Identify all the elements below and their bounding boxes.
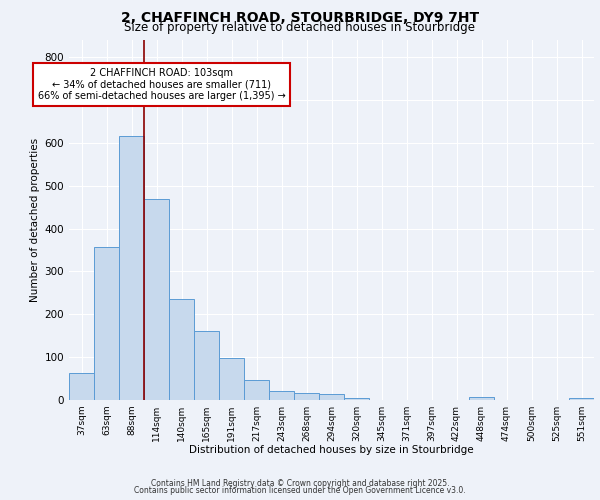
Bar: [194, 330, 219, 400]
Text: 2, CHAFFINCH ROAD, STOURBRIDGE, DY9 7HT: 2, CHAFFINCH ROAD, STOURBRIDGE, DY9 7HT: [121, 11, 479, 25]
Bar: [169, 300, 194, 400]
X-axis label: Distribution of detached houses by size in Stourbridge: Distribution of detached houses by size …: [189, 446, 474, 456]
Text: Size of property relative to detached houses in Stourbridge: Size of property relative to detached ho…: [125, 21, 476, 34]
Bar: [569, 398, 594, 400]
Bar: [94, 246, 119, 400]
Bar: [344, 398, 369, 400]
Bar: [69, 374, 94, 400]
Bar: [294, 392, 319, 400]
Bar: [269, 392, 294, 400]
Bar: [144, 198, 169, 400]
Text: 2 CHAFFINCH ROAD: 103sqm
← 34% of detached houses are smaller (711)
66% of semi-: 2 CHAFFINCH ROAD: 103sqm ← 34% of detach…: [38, 68, 286, 101]
Bar: [244, 380, 269, 400]
Bar: [219, 358, 244, 400]
Bar: [319, 394, 344, 400]
Bar: [469, 398, 494, 400]
Text: Contains public sector information licensed under the Open Government Licence v3: Contains public sector information licen…: [134, 486, 466, 495]
Y-axis label: Number of detached properties: Number of detached properties: [31, 138, 40, 302]
Bar: [119, 136, 144, 400]
Text: Contains HM Land Registry data © Crown copyright and database right 2025.: Contains HM Land Registry data © Crown c…: [151, 478, 449, 488]
